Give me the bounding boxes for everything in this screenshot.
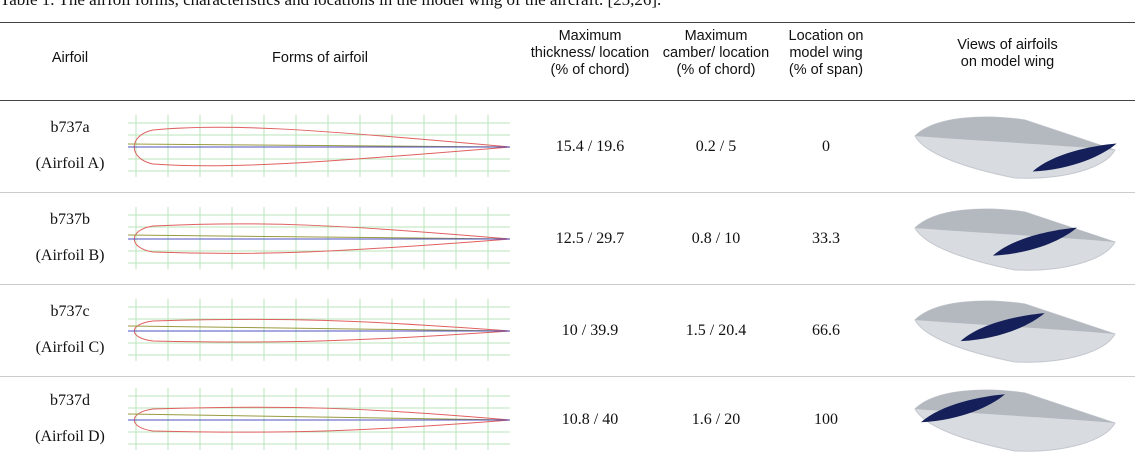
- airfoil-name: b737b: [0, 210, 140, 229]
- column-header: camber/ location: [660, 45, 772, 62]
- header-rule: [0, 100, 1135, 101]
- column-header: Forms of airfoil: [115, 50, 525, 67]
- thickness: 12.5 / 29.7: [520, 229, 660, 248]
- camber: 0.2 / 5: [660, 137, 772, 156]
- column-header: model wing: [770, 45, 882, 62]
- wing-view: [905, 379, 1125, 459]
- camber: 0.8 / 10: [660, 229, 772, 248]
- airfoil-label: (Airfoil D): [0, 427, 140, 446]
- thickness: 15.4 / 19.6: [520, 137, 660, 156]
- camber: 1.5 / 20.4: [660, 321, 772, 340]
- thickness: 10.8 / 40: [520, 410, 660, 429]
- airfoil-form: [120, 111, 520, 181]
- row-rule: [0, 284, 1135, 285]
- column-header: Maximum: [660, 28, 772, 45]
- page: Table 1. The airfoil forms, characterist…: [0, 0, 1135, 462]
- grid-line: [128, 235, 510, 239]
- column-header: thickness/ location: [520, 45, 660, 62]
- column-header: Views of airfoils: [880, 37, 1135, 54]
- location: 0: [770, 137, 882, 156]
- airfoil-label: (Airfoil A): [0, 154, 140, 173]
- location: 33.3: [770, 229, 882, 248]
- wing-view: [905, 290, 1125, 370]
- column-header: Location on: [770, 28, 882, 45]
- airfoil-name: b737c: [0, 302, 140, 321]
- airfoil-name: b737d: [0, 391, 140, 410]
- column-header: (% of chord): [520, 62, 660, 79]
- location: 100: [770, 410, 882, 429]
- row-rule: [0, 376, 1135, 377]
- airfoil-form: [120, 295, 520, 365]
- column-header: on model wing: [880, 54, 1135, 71]
- location: 66.6: [770, 321, 882, 340]
- airfoil-label: (Airfoil C): [0, 338, 140, 357]
- wing-view: [905, 106, 1125, 186]
- camber: 1.6 / 20: [660, 410, 772, 429]
- column-header: Maximum: [520, 28, 660, 45]
- caption: Table 1. The airfoil forms, characterist…: [0, 0, 1135, 9]
- top-rule: [0, 22, 1135, 23]
- row-rule: [0, 192, 1135, 193]
- airfoil-form: [120, 384, 520, 454]
- wing-view: [905, 198, 1125, 278]
- thickness: 10 / 39.9: [520, 321, 660, 340]
- column-header: (% of span): [770, 62, 882, 79]
- airfoil-form: [120, 203, 520, 273]
- airfoil-label: (Airfoil B): [0, 246, 140, 265]
- airfoil-name: b737a: [0, 118, 140, 137]
- column-header: (% of chord): [660, 62, 772, 79]
